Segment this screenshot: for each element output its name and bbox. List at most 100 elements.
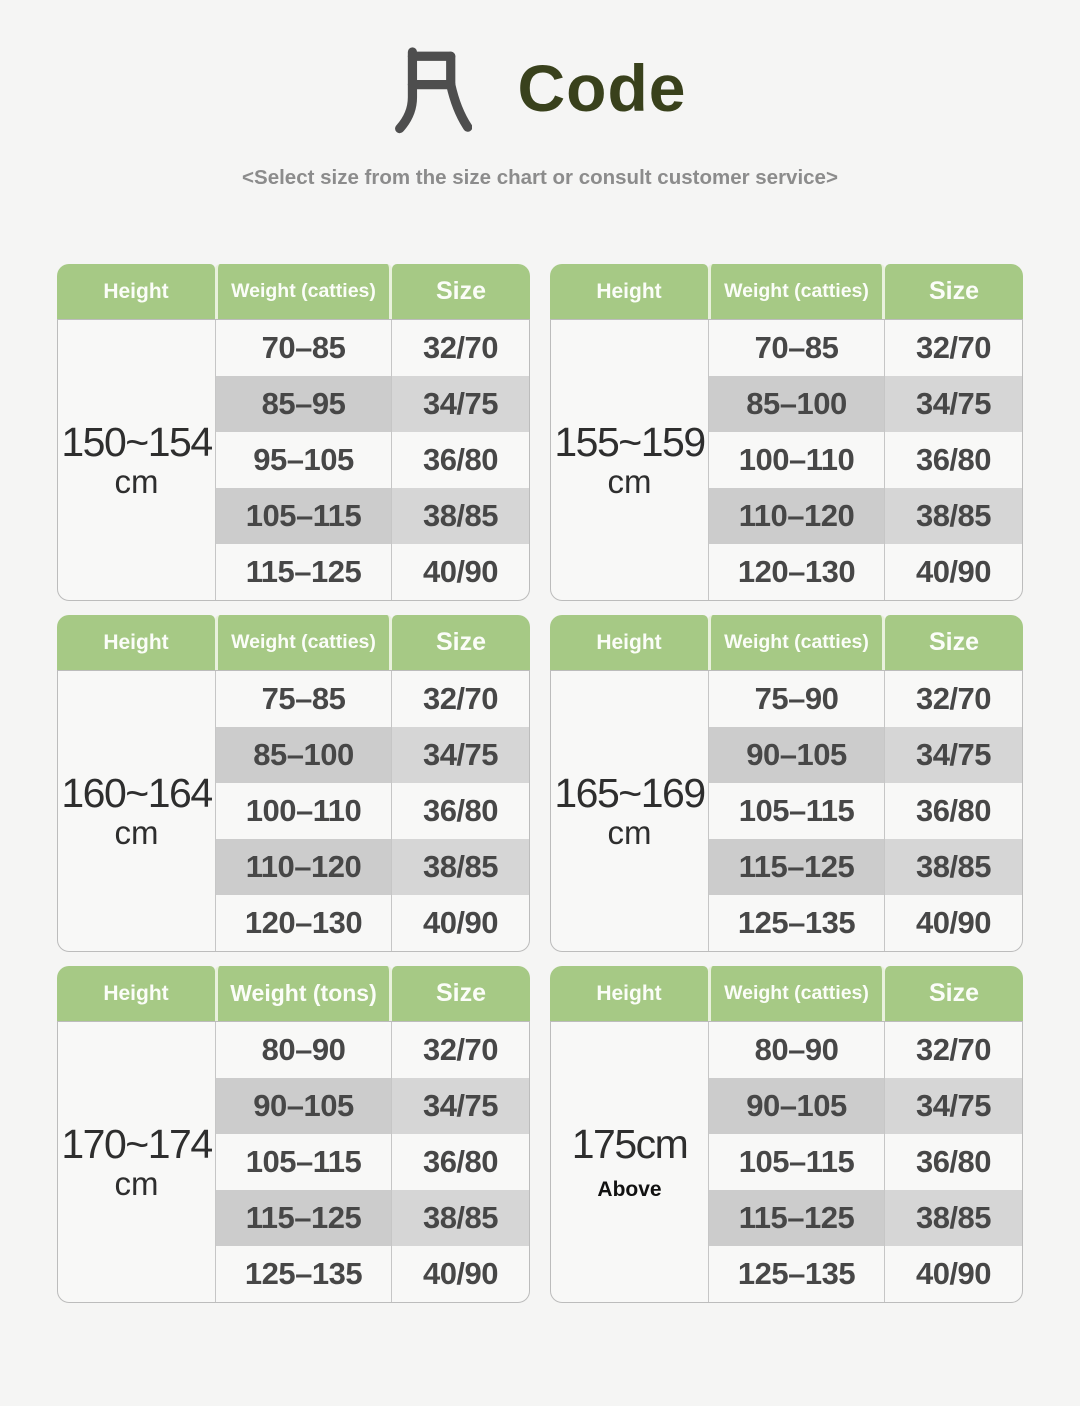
table-row: 90–105 34/75 <box>709 1078 1022 1134</box>
weight-cell: 75–90 <box>709 671 885 727</box>
weight-column-header: Weight (catties) <box>708 615 885 670</box>
size-cell: 40/90 <box>422 905 499 940</box>
weight-cell: 105–115 <box>216 1134 392 1190</box>
size-tables-grid: Height Weight (catties) Size 150~154 cm … <box>57 264 1023 1303</box>
height-column-header: Height <box>550 264 708 319</box>
size-cell: 38/85 <box>392 839 529 895</box>
size-cell: 38/85 <box>885 839 1022 895</box>
table-row: 115–125 40/90 <box>216 544 529 600</box>
table-header-row: Height Weight (catties) Size <box>550 264 1023 319</box>
weight-column-header: Weight (catties) <box>215 615 392 670</box>
table-row: 75–85 32/70 <box>216 671 529 727</box>
table-row: 100–110 36/80 <box>216 783 529 839</box>
height-range-cell: 160~164 cm <box>58 671 216 951</box>
size-table-165-169: Height Weight (catties) Size 165~169 cm … <box>550 615 1023 952</box>
table-row: 90–105 34/75 <box>216 1078 529 1134</box>
height-range-unit: cm <box>114 463 159 500</box>
weight-cell: 115–125 <box>709 839 885 895</box>
table-body: 160~164 cm 75–85 32/70 85–100 34/75 100–… <box>57 670 530 952</box>
height-column-header: Height <box>57 615 215 670</box>
weight-cell: 105–115 <box>216 488 392 544</box>
size-cell: 36/80 <box>422 442 499 477</box>
table-row: 115–125 38/85 <box>216 1190 529 1246</box>
table-row: 95–105 36/80 <box>216 432 529 488</box>
weight-column-header: Weight (catties) <box>215 264 392 319</box>
table-row: 125–135 40/90 <box>709 895 1022 951</box>
size-cell: 36/80 <box>915 442 992 477</box>
size-cell: 36/80 <box>422 793 499 828</box>
table-rows: 75–85 32/70 85–100 34/75 100–110 36/80 1… <box>216 671 529 951</box>
weight-cell: 125–135 <box>709 1246 885 1302</box>
size-cell: 38/85 <box>392 1190 529 1246</box>
weight-cell: 80–90 <box>216 1022 392 1078</box>
weight-cell: 110–120 <box>216 839 392 895</box>
size-column-header: Size <box>885 615 1023 670</box>
height-range-value: 175cm <box>571 1121 689 1167</box>
size-cell: 40/90 <box>915 905 992 940</box>
page-title-row: Code <box>0 0 1080 142</box>
height-range-value: 160~164 <box>61 770 213 816</box>
weight-cell: 70–85 <box>709 320 885 376</box>
size-column-header: Size <box>392 966 530 1021</box>
size-cell: 32/70 <box>915 1032 992 1067</box>
table-header-row: Height Weight (catties) Size <box>550 966 1023 1021</box>
table-body: 175cm Above 80–90 32/70 90–105 34/75 105… <box>550 1021 1023 1303</box>
table-row: 115–125 38/85 <box>709 839 1022 895</box>
height-column-header: Height <box>57 966 215 1021</box>
weight-cell: 90–105 <box>216 1078 392 1134</box>
height-range-cell: 155~159 cm <box>551 320 709 600</box>
table-row: 80–90 32/70 <box>709 1022 1022 1078</box>
weight-cell: 120–130 <box>709 544 885 600</box>
table-row: 70–85 32/70 <box>709 320 1022 376</box>
height-range-value: 150~154 <box>61 419 213 465</box>
height-range-unit: cm <box>607 814 652 851</box>
table-row: 115–125 38/85 <box>709 1190 1022 1246</box>
table-row: 85–100 34/75 <box>216 727 529 783</box>
weight-cell: 105–115 <box>709 1134 885 1190</box>
weight-column-header: Weight (catties) <box>708 966 885 1021</box>
weight-cell: 75–85 <box>216 671 392 727</box>
height-range-value: 165~169 <box>554 770 706 816</box>
table-row: 90–105 34/75 <box>709 727 1022 783</box>
chinese-ruler-character-icon <box>394 47 472 134</box>
weight-cell: 100–110 <box>709 432 885 488</box>
size-cell: 40/90 <box>422 554 499 589</box>
weight-cell: 125–135 <box>709 895 885 951</box>
table-rows: 80–90 32/70 90–105 34/75 105–115 36/80 1… <box>216 1022 529 1302</box>
weight-cell: 100–110 <box>216 783 392 839</box>
weight-cell: 115–125 <box>709 1190 885 1246</box>
size-cell: 34/75 <box>392 376 529 432</box>
size-cell: 36/80 <box>915 793 992 828</box>
table-row: 85–95 34/75 <box>216 376 529 432</box>
size-cell: 32/70 <box>915 330 992 365</box>
weight-column-header: Weight (tons) <box>215 966 392 1021</box>
height-range-cell: 170~174 cm <box>58 1022 216 1302</box>
weight-cell: 110–120 <box>709 488 885 544</box>
size-column-header: Size <box>392 615 530 670</box>
weight-cell: 115–125 <box>216 1190 392 1246</box>
table-row: 120–130 40/90 <box>216 895 529 951</box>
table-rows: 70–85 32/70 85–100 34/75 100–110 36/80 1… <box>709 320 1022 600</box>
table-body: 155~159 cm 70–85 32/70 85–100 34/75 100–… <box>550 319 1023 601</box>
page-title: Code <box>517 51 687 125</box>
height-range-unit: cm <box>114 1165 159 1202</box>
size-cell: 32/70 <box>422 330 499 365</box>
table-row: 120–130 40/90 <box>709 544 1022 600</box>
height-range-unit: Above <box>597 1178 662 1201</box>
weight-cell: 70–85 <box>216 320 392 376</box>
size-table-175-above: Height Weight (catties) Size 175cm Above… <box>550 966 1023 1303</box>
table-row: 105–115 38/85 <box>216 488 529 544</box>
table-row: 105–115 36/80 <box>709 783 1022 839</box>
size-cell: 38/85 <box>885 1190 1022 1246</box>
table-row: 105–115 36/80 <box>216 1134 529 1190</box>
height-range-unit: cm <box>607 463 652 500</box>
weight-cell: 90–105 <box>709 1078 885 1134</box>
weight-cell: 85–100 <box>709 376 885 432</box>
size-table-170-174: Height Weight (tons) Size 170~174 cm 80–… <box>57 966 530 1303</box>
size-table-155-159: Height Weight (catties) Size 155~159 cm … <box>550 264 1023 601</box>
table-header-row: Height Weight (tons) Size <box>57 966 530 1021</box>
weight-cell: 125–135 <box>216 1246 392 1302</box>
weight-cell: 120–130 <box>216 895 392 951</box>
size-cell: 40/90 <box>422 1256 499 1291</box>
